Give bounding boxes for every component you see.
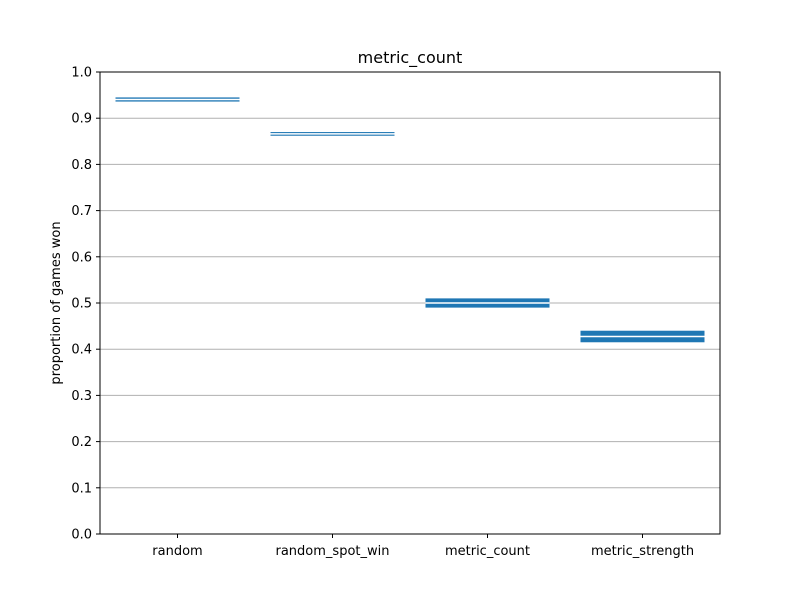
y-tick-label: 0.9 bbox=[71, 112, 92, 127]
y-tick-label: 0.7 bbox=[71, 204, 92, 219]
y-tick-label: 0.8 bbox=[71, 158, 92, 173]
y-tick-label: 0.4 bbox=[71, 343, 92, 358]
y-tick-label: 0.6 bbox=[71, 250, 92, 265]
x-tick-label: random bbox=[152, 544, 202, 559]
x-tick-label: metric_count bbox=[445, 544, 530, 559]
y-tick-label: 0.5 bbox=[71, 297, 92, 312]
grid-lines bbox=[100, 71, 720, 535]
x-ticks: random random_spot_win metric_count metric_… bbox=[152, 534, 694, 559]
y-tick-label: 0.3 bbox=[71, 389, 92, 404]
y-ticks: 0.0 0.1 0.2 0.3 0.4 0.5 0.6 0.7 0.8 0.9 1.0 bbox=[71, 66, 100, 543]
y-axis-label: proportion of games won bbox=[49, 221, 64, 384]
y-tick-label: 0.2 bbox=[71, 435, 92, 450]
x-tick-label: metric_strength bbox=[591, 544, 694, 559]
y-tick-label: 1.0 bbox=[71, 66, 92, 81]
y-tick-label: 0.0 bbox=[71, 528, 92, 543]
bars bbox=[115, 97, 705, 343]
chart-title: metric_count bbox=[358, 48, 463, 68]
x-tick-label: random_spot_win bbox=[276, 544, 390, 559]
y-tick-label: 0.1 bbox=[71, 481, 92, 496]
